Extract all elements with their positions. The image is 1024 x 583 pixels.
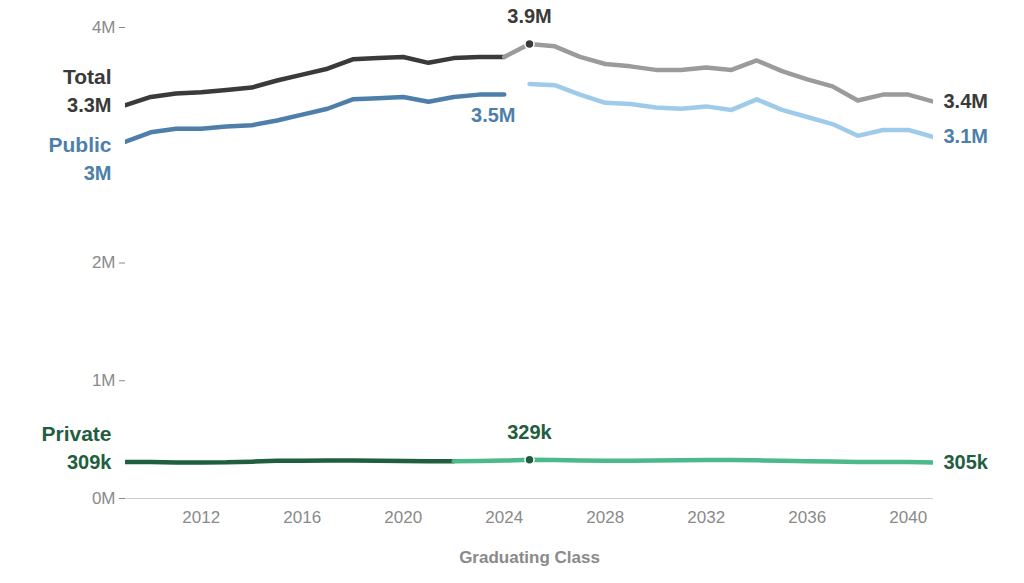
svg-text:2020: 2020 <box>384 508 422 527</box>
svg-text:2012: 2012 <box>182 508 220 527</box>
svg-text:3M: 3M <box>84 162 112 184</box>
svg-text:Private: Private <box>41 422 111 445</box>
svg-text:2016: 2016 <box>283 508 321 527</box>
svg-text:4M: 4M <box>92 18 116 37</box>
svg-text:2032: 2032 <box>687 508 725 527</box>
svg-text:3.4M: 3.4M <box>944 90 988 112</box>
svg-text:Graduating Class: Graduating Class <box>459 548 600 567</box>
svg-text:2040: 2040 <box>889 508 927 527</box>
svg-text:3.9M: 3.9M <box>507 5 551 27</box>
svg-text:1M: 1M <box>92 371 116 390</box>
svg-text:2028: 2028 <box>586 508 624 527</box>
svg-text:309k: 309k <box>67 451 112 473</box>
svg-text:Public: Public <box>48 133 111 156</box>
svg-text:3.3M: 3.3M <box>67 94 111 116</box>
svg-text:3.1M: 3.1M <box>944 125 988 147</box>
svg-text:3.5M: 3.5M <box>471 104 515 126</box>
svg-text:0M: 0M <box>92 489 116 508</box>
svg-text:2024: 2024 <box>485 508 523 527</box>
svg-text:305k: 305k <box>944 451 989 473</box>
svg-text:2M: 2M <box>92 253 116 272</box>
svg-text:329k: 329k <box>507 421 552 443</box>
svg-text:Total: Total <box>63 65 112 88</box>
svg-text:2036: 2036 <box>788 508 826 527</box>
